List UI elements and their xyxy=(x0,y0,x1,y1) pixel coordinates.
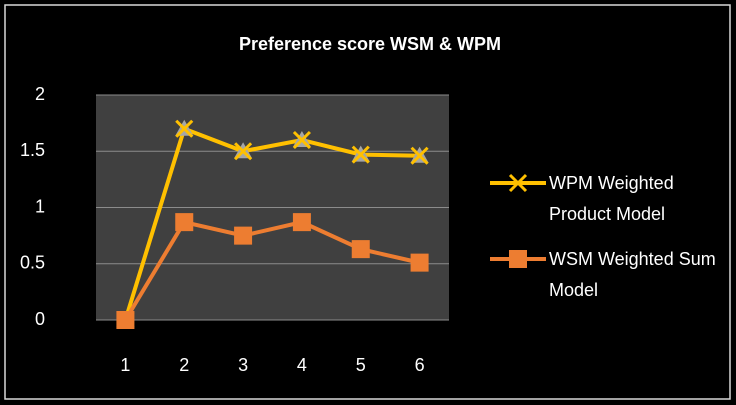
series-line xyxy=(123,126,420,321)
y-tick-label: 1.5 xyxy=(20,140,45,160)
y-tick-label: 0 xyxy=(35,309,45,329)
x-tick-label: 4 xyxy=(297,355,307,375)
marker xyxy=(234,142,253,161)
marker xyxy=(175,213,194,232)
marker xyxy=(508,173,528,193)
y-tick-label: 2 xyxy=(35,84,45,104)
x-tick-label: 3 xyxy=(238,355,248,375)
marker xyxy=(292,130,311,150)
marker xyxy=(175,119,194,138)
x-tick-label: 6 xyxy=(415,355,425,375)
marker xyxy=(292,213,311,232)
y-tick-label: 1 xyxy=(35,196,45,216)
marker xyxy=(410,253,429,272)
marker xyxy=(509,250,527,268)
marker xyxy=(116,311,135,329)
legend-label: WSM Weighted Sum Model xyxy=(549,249,716,300)
marker xyxy=(234,226,253,245)
marker xyxy=(351,240,370,259)
y-tick-label: 0.5 xyxy=(20,253,45,273)
legend-label: WPM Weighted Product Model xyxy=(549,173,674,224)
x-tick-label: 2 xyxy=(179,355,189,375)
marker xyxy=(410,146,429,165)
chart-title: Preference score WSM & WPM xyxy=(239,34,501,54)
x-tick-label: 1 xyxy=(120,355,130,375)
marker xyxy=(351,145,370,164)
x-tick-label: 5 xyxy=(356,355,366,375)
series-line xyxy=(123,219,421,322)
